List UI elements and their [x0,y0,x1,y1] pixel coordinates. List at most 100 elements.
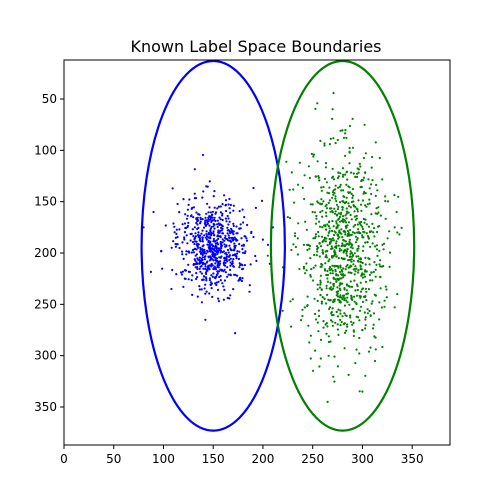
scatter-point-series-2 [309,203,312,206]
scatter-point-series-1 [152,210,155,214]
scatter-point-series-2 [321,251,324,254]
scatter-point-series-2 [364,280,368,283]
scatter-point-series-2 [342,323,345,326]
scatter-point-series-2 [374,348,377,351]
scatter-point-series-2 [325,207,329,210]
scatter-point-series-2 [343,288,346,291]
scatter-point-series-2 [366,203,369,206]
scatter-point-series-1 [212,267,215,270]
scatter-point-series-2 [361,225,364,228]
scatter-point-series-2 [308,244,311,247]
x-tick-label: 200 [252,452,275,466]
scatter-point-series-1 [214,262,217,265]
scatter-point-series-2 [369,346,372,349]
scatter-point-series-1 [208,206,211,209]
scatter-point-series-2 [376,189,379,192]
scatter-point-series-1 [216,223,219,226]
scatter-point-series-2 [319,283,322,286]
scatter-point-series-2 [322,200,325,203]
scatter-point-series-2 [353,273,356,276]
scatter-point-series-1 [223,236,227,239]
scatter-point-series-2 [340,277,343,280]
scatter-point-series-1 [216,264,219,267]
scatter-points [142,91,403,403]
scatter-point-series-1 [194,254,197,257]
scatter-point-series-2 [338,236,341,239]
scatter-point-series-2 [347,185,350,188]
scatter-point-series-2 [340,249,343,252]
scatter-point-series-1 [212,222,215,226]
scatter-point-series-2 [342,296,345,299]
scatter-point-series-2 [339,129,342,132]
scatter-point-series-1 [220,268,224,271]
scatter-point-series-2 [345,212,348,215]
scatter-point-series-2 [326,325,329,328]
scatter-point-series-2 [348,162,351,165]
scatter-point-series-2 [358,162,361,165]
scatter-point-series-2 [373,226,376,230]
scatter-point-series-2 [356,316,360,319]
scatter-point-series-1 [199,240,202,243]
scatter-point-series-2 [353,295,356,298]
scatter-point-series-1 [261,238,264,241]
scatter-point-series-2 [368,230,372,233]
scatter-point-series-2 [328,199,331,202]
scatter-point-series-1 [238,262,241,265]
scatter-point-series-2 [328,307,331,311]
scatter-point-series-1 [205,212,208,215]
scatter-point-series-1 [240,244,243,247]
scatter-point-series-2 [325,215,328,218]
scatter-point-series-1 [187,263,190,266]
scatter-point-series-2 [352,172,355,175]
scatter-point-series-1 [233,245,236,248]
scatter-point-series-1 [227,223,230,226]
scatter-point-series-1 [203,262,207,265]
scatter-point-series-2 [315,254,318,257]
scatter-point-series-2 [325,250,329,253]
scatter-point-series-2 [352,268,355,271]
scatter-point-series-2 [347,202,350,205]
scatter-point-series-2 [359,257,362,260]
scatter-point-series-1 [223,268,226,271]
scatter-point-series-2 [369,245,372,248]
scatter-point-series-2 [341,298,344,301]
scatter-point-series-2 [383,299,386,302]
scatter-point-series-2 [355,214,358,217]
scatter-point-series-2 [323,142,326,145]
scatter-point-series-2 [326,280,329,283]
scatter-point-series-2 [342,276,345,279]
scatter-point-series-2 [320,198,323,201]
scatter-point-series-2 [350,252,353,255]
scatter-point-series-2 [337,265,340,268]
scatter-point-series-2 [334,321,337,324]
scatter-point-series-2 [343,230,346,233]
scatter-point-series-2 [305,262,308,265]
scatter-point-series-2 [395,210,398,214]
x-tick-label: 50 [106,452,121,466]
scatter-point-series-1 [190,279,193,282]
scatter-point-series-2 [323,268,326,271]
scatter-point-series-1 [209,281,213,284]
scatter-point-series-1 [195,272,198,275]
scatter-point-series-2 [316,283,319,286]
scatter-point-series-2 [340,257,343,260]
scatter-point-series-2 [314,349,317,352]
scatter-point-series-2 [338,231,341,234]
scatter-point-series-1 [226,239,230,242]
scatter-point-series-1 [207,233,210,236]
scatter-point-series-1 [212,230,215,233]
scatter-point-series-1 [220,247,223,250]
scatter-point-series-2 [320,300,323,303]
scatter-point-series-2 [359,295,362,298]
scatter-point-series-1 [216,249,219,252]
scatter-point-series-1 [219,235,222,238]
scatter-point-series-1 [204,221,207,224]
scatter-point-series-1 [241,251,245,254]
scatter-point-series-1 [226,275,229,278]
scatter-point-series-2 [346,247,349,250]
scatter-point-series-2 [363,221,366,224]
scatter-point-series-2 [317,330,320,333]
scatter-point-series-2 [378,263,381,266]
scatter-point-series-1 [164,224,167,227]
scatter-point-series-1 [203,258,207,261]
